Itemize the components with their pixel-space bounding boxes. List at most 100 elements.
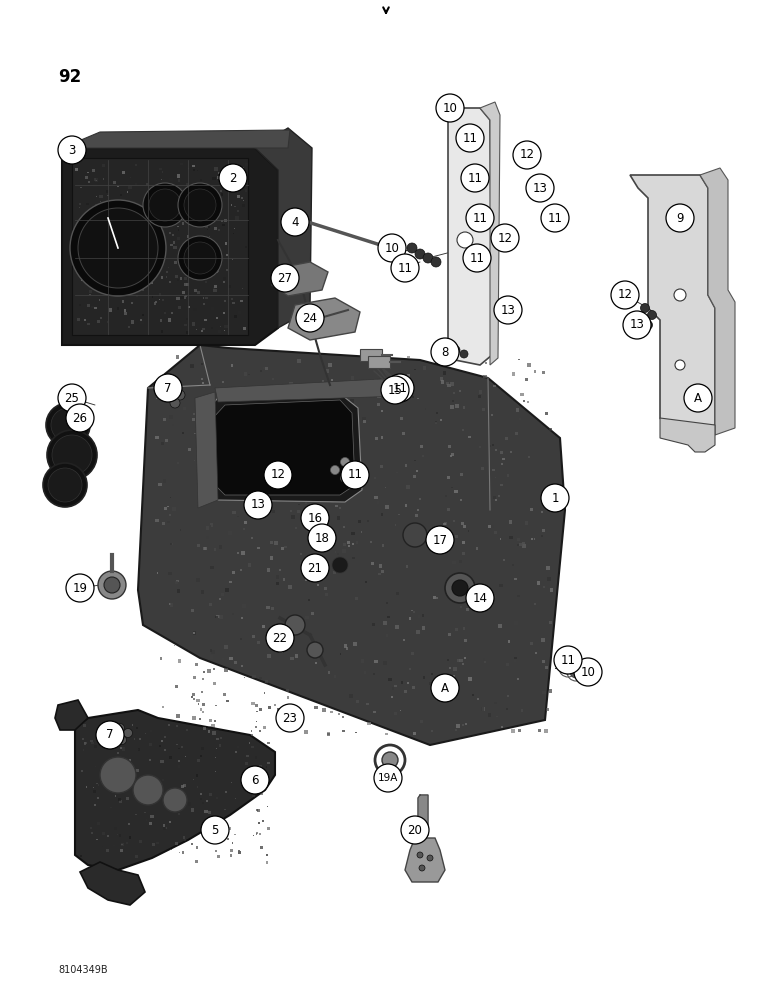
Bar (188, 168, 189, 169)
Bar (447, 384, 451, 387)
Bar (406, 565, 408, 568)
Circle shape (201, 816, 229, 844)
Bar (161, 760, 164, 763)
Circle shape (445, 573, 475, 603)
Bar (192, 418, 195, 421)
Bar (462, 724, 464, 726)
Bar (385, 505, 389, 509)
Bar (101, 737, 103, 739)
Bar (325, 369, 330, 373)
Bar (468, 530, 469, 532)
Bar (290, 657, 293, 660)
Text: A: A (694, 391, 702, 404)
Bar (481, 707, 485, 711)
Bar (208, 811, 211, 814)
Bar (315, 644, 317, 646)
Bar (166, 276, 167, 278)
Bar (84, 742, 86, 745)
Bar (104, 271, 106, 273)
Bar (196, 274, 198, 276)
Bar (238, 311, 241, 314)
Bar (340, 454, 343, 456)
Bar (101, 252, 104, 255)
Bar (244, 677, 245, 678)
Bar (335, 505, 338, 507)
Bar (201, 378, 203, 380)
Bar (274, 541, 278, 545)
Bar (191, 609, 195, 612)
Bar (279, 569, 281, 571)
Bar (405, 485, 409, 489)
Bar (342, 549, 346, 553)
Bar (100, 195, 103, 198)
Bar (522, 542, 524, 545)
Text: 10: 10 (581, 666, 595, 678)
Bar (91, 306, 93, 308)
Bar (499, 538, 501, 540)
Bar (198, 703, 199, 705)
Bar (213, 289, 217, 292)
Bar (433, 539, 436, 541)
Bar (165, 271, 168, 273)
Bar (141, 801, 142, 802)
Circle shape (124, 728, 133, 738)
Circle shape (407, 243, 417, 253)
Bar (394, 660, 398, 663)
Bar (215, 317, 218, 319)
Bar (215, 771, 216, 772)
Bar (449, 579, 451, 582)
Bar (80, 304, 81, 306)
Text: 13: 13 (251, 498, 266, 512)
Bar (162, 706, 164, 708)
Bar (155, 519, 158, 522)
Bar (202, 382, 204, 384)
Bar (353, 642, 357, 646)
Text: 10: 10 (384, 241, 399, 254)
Bar (242, 775, 245, 777)
Bar (541, 511, 543, 513)
Bar (200, 793, 202, 795)
Bar (220, 190, 222, 192)
Bar (248, 479, 251, 481)
Bar (361, 531, 363, 533)
Bar (385, 733, 388, 735)
Bar (140, 319, 142, 321)
Bar (381, 436, 383, 439)
Bar (207, 402, 209, 405)
Bar (199, 238, 203, 242)
Bar (408, 617, 411, 620)
Bar (402, 432, 405, 435)
Bar (343, 584, 344, 586)
Bar (121, 844, 123, 845)
Bar (180, 529, 181, 531)
Circle shape (494, 296, 522, 324)
Circle shape (415, 249, 425, 259)
Bar (203, 547, 206, 550)
Bar (226, 269, 228, 271)
Bar (130, 212, 131, 214)
Bar (327, 671, 330, 674)
Bar (368, 356, 390, 368)
Bar (215, 850, 217, 852)
Bar (419, 498, 421, 500)
Bar (277, 708, 281, 712)
Text: 7: 7 (107, 728, 113, 742)
Bar (514, 621, 518, 625)
Text: 13: 13 (533, 182, 547, 194)
Bar (257, 547, 260, 549)
Bar (135, 164, 137, 166)
Bar (208, 836, 210, 838)
Bar (323, 708, 327, 712)
Bar (100, 317, 102, 319)
Bar (150, 208, 152, 210)
Circle shape (47, 430, 97, 480)
Bar (462, 429, 464, 431)
Bar (119, 254, 120, 256)
Bar (542, 529, 545, 532)
Bar (462, 541, 465, 544)
Text: 11: 11 (398, 261, 412, 274)
Bar (137, 281, 139, 282)
Bar (263, 726, 266, 729)
Text: A: A (441, 682, 449, 694)
Circle shape (381, 376, 409, 404)
